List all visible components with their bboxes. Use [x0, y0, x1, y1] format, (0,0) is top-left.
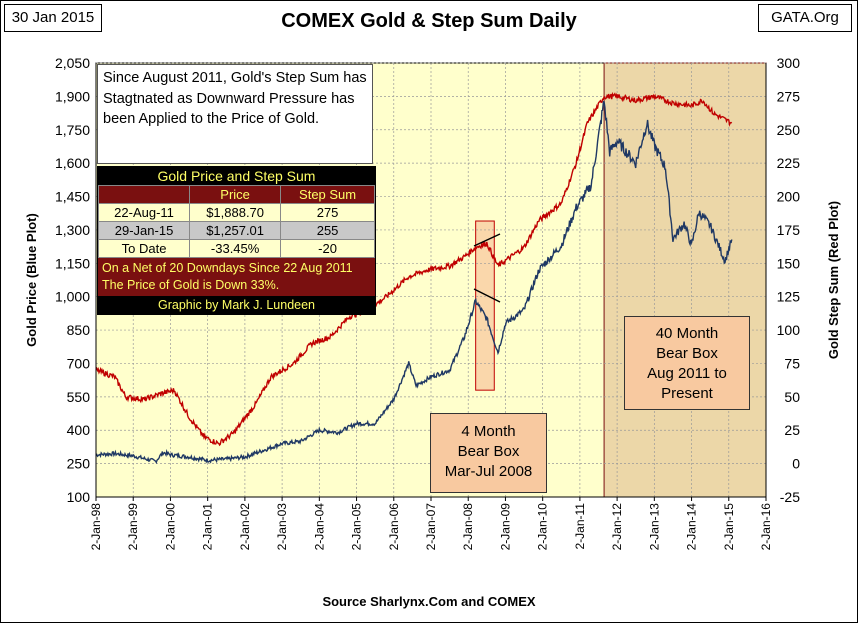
row-price: -33.45%	[189, 239, 282, 258]
date-box: 30 Jan 2015	[4, 4, 102, 32]
gold-price-line	[95, 101, 733, 465]
table-row: 29-Jan-15 $1,257.01 255	[97, 221, 375, 240]
x-tick-label: 2-Jan-99	[126, 503, 140, 551]
label-line: Bear Box	[656, 345, 718, 362]
y2-tick-label: 100	[777, 322, 801, 338]
x-tick-label: 2-Jan-00	[163, 503, 177, 551]
y2-tick-label: 50	[784, 389, 800, 405]
commentary-note: Since August 2011, Gold's Step Sum has S…	[97, 64, 373, 164]
annotation-line-step	[473, 233, 501, 247]
y2-tick-label: 275	[777, 88, 801, 104]
row-step: 255	[280, 221, 375, 240]
x-tick-label: 2-Jan-03	[275, 503, 289, 551]
y-tick-label: 1,000	[55, 289, 90, 305]
source-note: Source Sharlynx.Com and COMEX	[322, 594, 536, 609]
y2-tick-label: 0	[792, 456, 800, 472]
row-label: To Date	[97, 239, 191, 258]
message-line-1: On a Net of 20 Downdays Since 22 Aug 201…	[102, 261, 353, 275]
x-tick-label: 2-Jan-02	[238, 503, 252, 551]
site-box: GATA.Org	[758, 4, 852, 32]
x-tick-label: 2-Jan-04	[312, 503, 326, 551]
y-tick-label: 1,900	[55, 88, 90, 104]
credit: Graphic by Mark J. Lundeen	[98, 296, 375, 314]
col-step: Step Sum	[280, 185, 375, 204]
label-line: Present	[661, 385, 713, 402]
label-line: Aug 2011 to	[647, 365, 727, 382]
label-line: 4 Month	[461, 423, 516, 440]
x-tick-label: 2-Jan-13	[647, 503, 661, 551]
y-tick-label: 1,450	[55, 189, 90, 205]
row-label: 29-Jan-15	[97, 221, 191, 240]
y-axis-label: Gold Price (Blue Plot)	[24, 213, 39, 347]
table-row: To Date -33.45% -20	[97, 239, 375, 258]
y-tick-label: 550	[67, 389, 91, 405]
label-line: Mar-Jul 2008	[444, 463, 533, 480]
y2-tick-label: 150	[777, 255, 801, 271]
y2-tick-label: -25	[780, 489, 800, 505]
x-tick-label: 2-Jan-10	[536, 503, 550, 551]
x-tick-label: 2-Jan-05	[350, 503, 364, 551]
x-tick-label: 2-Jan-07	[424, 503, 438, 551]
bear-box-40-month-label: 40 Month Bear Box Aug 2011 to Present	[624, 316, 750, 410]
row-step: 275	[280, 203, 375, 222]
y2-tick-label: 175	[777, 222, 801, 238]
x-tick-label: 2-Jan-16	[759, 503, 773, 551]
x-tick-label: 2-Jan-06	[387, 503, 401, 551]
row-price: $1,257.01	[189, 221, 282, 240]
y-tick-label: 700	[67, 355, 91, 371]
message-line-2: The Price of Gold is Down 33%.	[102, 278, 280, 292]
stats-title: Gold Price and Step Sum	[98, 167, 375, 185]
y-tick-label: 1,600	[55, 155, 90, 171]
y2-tick-label: 250	[777, 122, 801, 138]
x-tick-label: 2-Jan-11	[573, 503, 587, 550]
col-price: Price	[189, 185, 282, 204]
y2-tick-label: 200	[777, 189, 801, 205]
y-tick-label: 850	[67, 322, 91, 338]
table-row: 22-Aug-11 $1,888.70 275	[97, 203, 375, 222]
bear-region-40-month	[603, 62, 767, 498]
x-tick-label: 2-Jan-14	[685, 503, 699, 551]
y2-tick-label: 225	[777, 155, 801, 171]
row-label: 22-Aug-11	[97, 203, 191, 222]
y2-tick-label: 25	[784, 422, 800, 438]
label-line: Bear Box	[457, 443, 520, 460]
label-line: 40 Month	[655, 325, 719, 342]
x-tick-label: 2-Jan-12	[610, 503, 624, 551]
y2-axis-label: Gold Step Sum (Red Plot)	[826, 201, 841, 359]
col-empty	[97, 185, 191, 204]
x-tick-label: 2-Jan-08	[461, 503, 475, 551]
y2-tick-label: 300	[777, 55, 801, 71]
chart-title: COMEX Gold & Step Sum Daily	[281, 10, 577, 32]
stats-message: On a Net of 20 Downdays Since 22 Aug 201…	[98, 258, 375, 296]
step-sum-line	[95, 91, 733, 447]
y2-tick-label: 75	[784, 355, 800, 371]
bear-box-4-month-label: 4 Month Bear Box Mar-Jul 2008	[430, 413, 547, 493]
x-tick-label: 2-Jan-01	[201, 503, 215, 551]
row-price: $1,888.70	[189, 203, 282, 222]
y-tick-label: 1,750	[55, 122, 90, 138]
y-tick-label: 2,050	[55, 55, 90, 71]
y-tick-label: 1,150	[55, 255, 90, 271]
stats-table: Gold Price and Step Sum Price Step Sum 2…	[97, 166, 376, 315]
x-tick-label: 2-Jan-98	[89, 503, 103, 551]
y2-tick-label: 125	[777, 289, 801, 305]
x-tick-label: 2-Jan-15	[722, 503, 736, 551]
y-tick-label: 100	[67, 489, 91, 505]
y-tick-label: 1,300	[55, 222, 90, 238]
y-tick-label: 250	[67, 456, 91, 472]
x-tick-label: 2-Jan-09	[498, 503, 512, 551]
row-step: -20	[280, 239, 375, 258]
annotation-line-price	[473, 288, 501, 303]
y-tick-label: 400	[67, 422, 91, 438]
